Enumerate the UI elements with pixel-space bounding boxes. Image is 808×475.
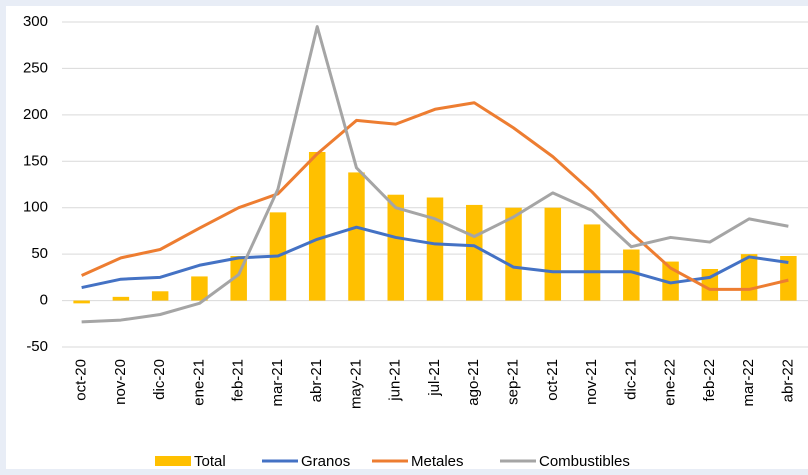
line — [81, 25, 789, 324]
x-tick-label: nov-21 — [583, 359, 600, 405]
x-tick-label: jun-21 — [387, 359, 404, 402]
legend-swatch — [155, 456, 191, 466]
bar — [583, 224, 601, 301]
x-tick-label: dic-21 — [622, 359, 639, 400]
bar — [780, 256, 797, 301]
x-tick-label: mar-21 — [269, 359, 286, 407]
y-tick-label: 250 — [23, 59, 48, 76]
line — [81, 225, 789, 290]
y-tick-label: 0 — [40, 292, 48, 309]
bar — [112, 296, 130, 301]
x-tick-label: abr-22 — [779, 359, 796, 402]
bar — [544, 207, 562, 301]
x-tick-label: abr-21 — [308, 359, 325, 402]
bar — [191, 276, 208, 301]
legend-label: Metales — [411, 453, 464, 470]
bar — [387, 194, 404, 301]
bar — [623, 249, 640, 301]
x-tick-label: oct-20 — [73, 359, 90, 401]
x-tick-label: oct-21 — [544, 359, 561, 401]
bar — [308, 152, 326, 301]
x-tick-label: feb-21 — [230, 359, 247, 402]
y-tick-label: 200 — [23, 106, 48, 123]
x-tick-label: ene-21 — [190, 359, 207, 406]
legend-label: Granos — [301, 453, 350, 470]
bar — [348, 172, 365, 301]
y-tick-label: 50 — [31, 245, 48, 262]
x-tick-label: ago-21 — [465, 359, 482, 406]
line — [81, 101, 789, 291]
x-tick-label: dic-20 — [151, 359, 168, 400]
y-tick-label: 100 — [23, 199, 48, 216]
legend-label: Total — [194, 453, 226, 470]
y-tick-label: 300 — [23, 13, 48, 30]
x-tick-label: may-21 — [347, 359, 364, 409]
bar — [426, 197, 444, 301]
x-tick-label: sep-21 — [504, 359, 521, 405]
x-tick-label: mar-22 — [740, 359, 757, 407]
x-tick-label: feb-22 — [701, 359, 718, 402]
bar — [151, 291, 169, 301]
y-tick-label: -50 — [26, 338, 48, 355]
y-tick-label: 150 — [23, 152, 48, 169]
legend-label: Combustibles — [539, 453, 630, 470]
x-tick-label: ene-22 — [662, 359, 679, 406]
x-tick-label: nov-20 — [112, 359, 129, 405]
x-tick-label: jul-21 — [426, 359, 443, 397]
bar — [73, 300, 90, 304]
bar — [466, 204, 483, 301]
bar — [505, 207, 522, 301]
